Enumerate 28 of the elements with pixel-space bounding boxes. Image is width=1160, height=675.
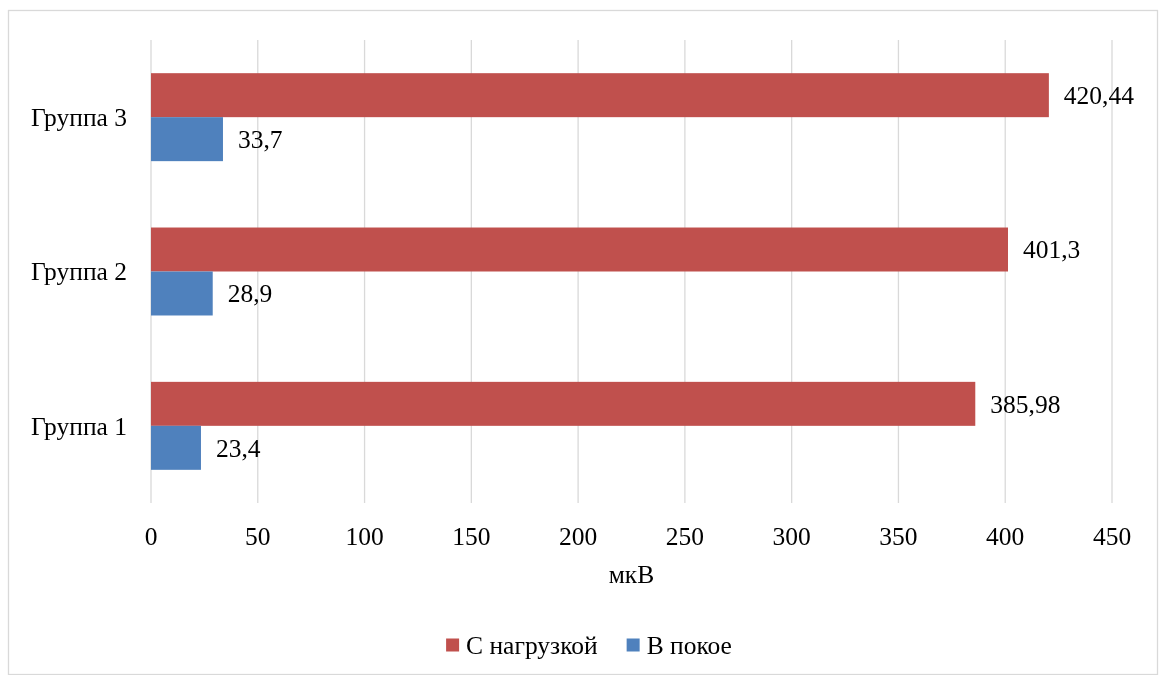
data-label: 23,4 (215, 433, 261, 463)
x-tick-label: 450 (1092, 521, 1132, 551)
x-tick-label: 50 (245, 521, 271, 551)
data-label: 420,44 (1063, 81, 1135, 111)
x-tick-label: 400 (986, 521, 1025, 551)
data-label: 385,98 (990, 389, 1061, 419)
data-label: 401,3 (1023, 235, 1081, 265)
x-tick-label: 300 (772, 521, 811, 551)
data-label: 28,9 (227, 279, 273, 309)
y-tick-label: Группа 1 (30, 411, 127, 441)
bar (151, 73, 1049, 118)
legend-label: С нагрузкой (466, 630, 598, 660)
bar (151, 117, 223, 162)
x-tick-label: 0 (144, 521, 158, 551)
x-tick-label: 200 (558, 521, 598, 551)
bar (151, 227, 1008, 272)
data-label: 33,7 (237, 125, 283, 155)
y-tick-label: Группа 3 (30, 103, 127, 133)
bar (151, 271, 213, 316)
x-tick-label: 100 (345, 521, 384, 551)
x-tick-label: 250 (665, 521, 705, 551)
y-tick-label: Группа 2 (30, 257, 127, 287)
bar (151, 425, 201, 470)
x-tick-label: 350 (879, 521, 918, 551)
bar (151, 381, 976, 426)
legend-label: В покое (646, 630, 732, 660)
x-tick-label: 150 (452, 521, 491, 551)
x-axis-title: мкВ (608, 559, 655, 589)
